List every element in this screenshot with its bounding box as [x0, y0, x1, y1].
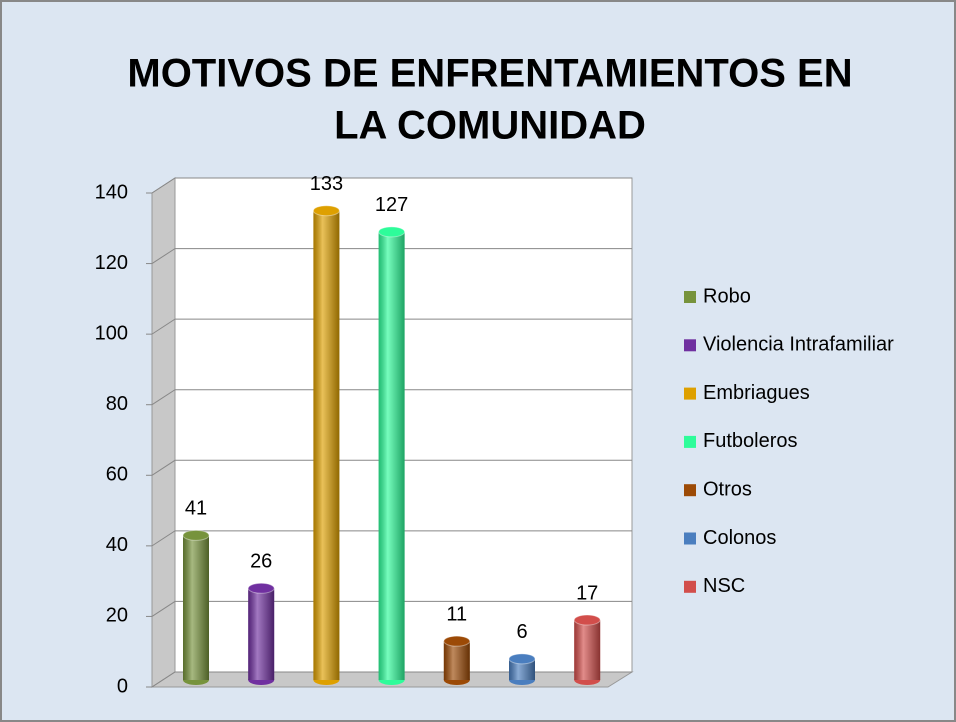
- bar-shade: [509, 658, 535, 680]
- legend-label: NSC: [703, 575, 745, 597]
- grid-line: [151, 530, 632, 547]
- bar-shade: [248, 588, 275, 680]
- bar-top: [573, 614, 601, 626]
- legend-label: Embriagues: [703, 382, 810, 404]
- bar-shade: [183, 535, 209, 680]
- legend-label: Robo: [703, 285, 751, 307]
- grid-line: [151, 177, 632, 194]
- bar-shade: [378, 231, 405, 680]
- legend-swatch: [684, 339, 696, 352]
- legend-swatch: [684, 484, 696, 497]
- legend-swatch: [684, 580, 696, 593]
- grid-line: [151, 248, 632, 264]
- side-wall: [151, 177, 176, 688]
- grid-line: [151, 389, 632, 406]
- grid-line: [151, 600, 632, 617]
- bar-shade: [313, 210, 340, 680]
- legend-swatch: [684, 435, 696, 448]
- bar-shade: [574, 620, 601, 680]
- bar-top: [378, 226, 406, 238]
- legend-label: Colonos: [703, 527, 776, 549]
- data-label: 26: [250, 551, 272, 573]
- y-tick-label: 0: [117, 675, 128, 697]
- bar-top: [508, 653, 536, 665]
- grid-line: [151, 459, 632, 476]
- data-label: 127: [375, 194, 408, 216]
- data-label: 133: [310, 173, 343, 195]
- y-tick-label: 80: [106, 393, 128, 415]
- legend-label: Futboleros: [703, 430, 798, 452]
- bar-top: [247, 582, 275, 594]
- legend-swatch: [684, 387, 696, 400]
- bar-top: [182, 529, 210, 541]
- grid-line: [151, 318, 632, 335]
- legend-swatch: [684, 291, 696, 303]
- legend-label: Violencia Intrafamiliar: [703, 334, 894, 356]
- data-label: 6: [516, 621, 527, 643]
- y-tick-label: 100: [95, 322, 128, 344]
- data-label: 17: [576, 582, 598, 604]
- chart-title: MOTIVOS DE ENFRENTAMIENTOS EN: [127, 52, 852, 96]
- data-label: 41: [185, 498, 207, 520]
- chart-title: LA COMUNIDAD: [334, 104, 646, 148]
- data-label: 11: [446, 603, 467, 625]
- bar-top: [443, 635, 471, 647]
- legend-swatch: [684, 532, 696, 545]
- y-tick-label: 40: [106, 534, 128, 556]
- bar-shade: [443, 641, 470, 680]
- y-tick-label: 120: [95, 252, 128, 274]
- grid-line: [151, 671, 632, 688]
- y-tick-label: 140: [95, 181, 128, 203]
- y-tick-label: 20: [106, 605, 128, 627]
- bar-top: [312, 205, 340, 217]
- legend-label: Otros: [703, 478, 752, 500]
- y-tick-label: 60: [106, 464, 128, 486]
